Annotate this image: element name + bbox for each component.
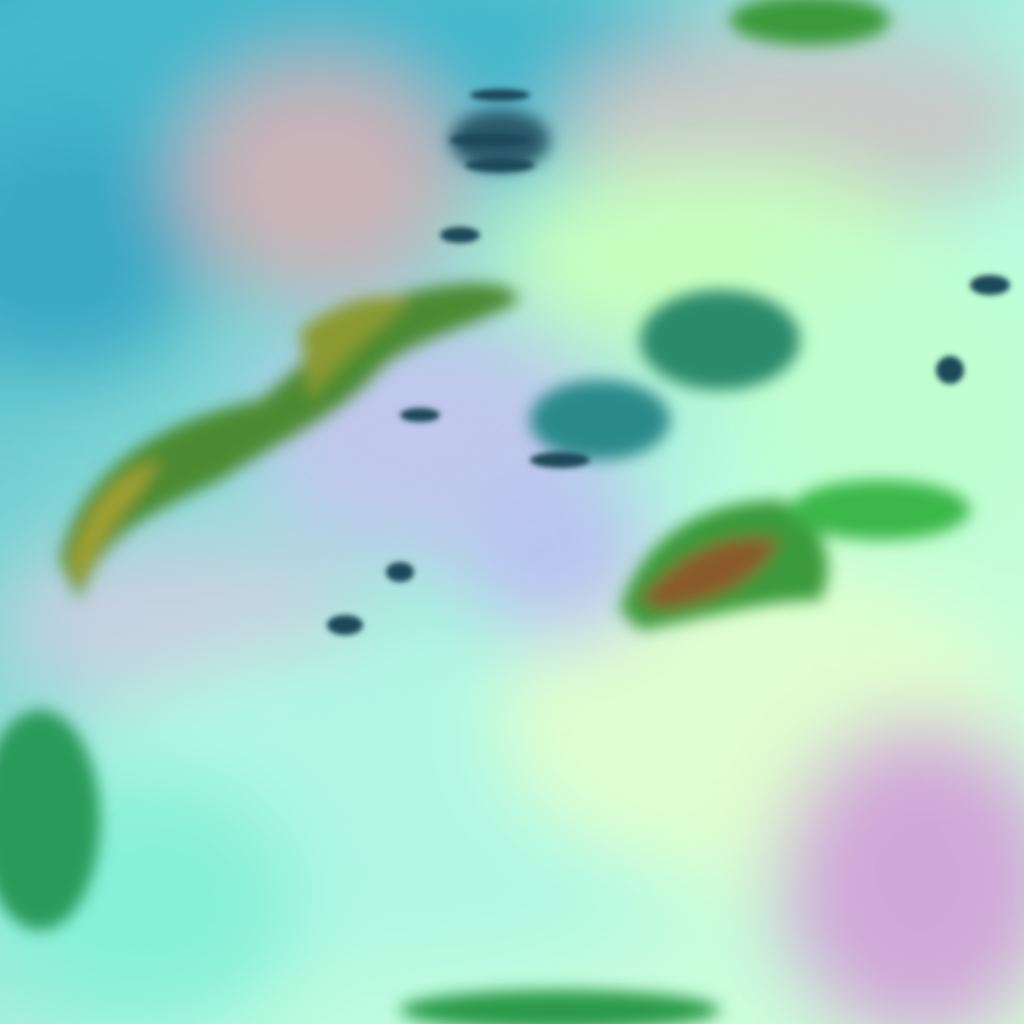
shadow-streaks [327,89,1010,635]
land-areas [0,0,970,1024]
